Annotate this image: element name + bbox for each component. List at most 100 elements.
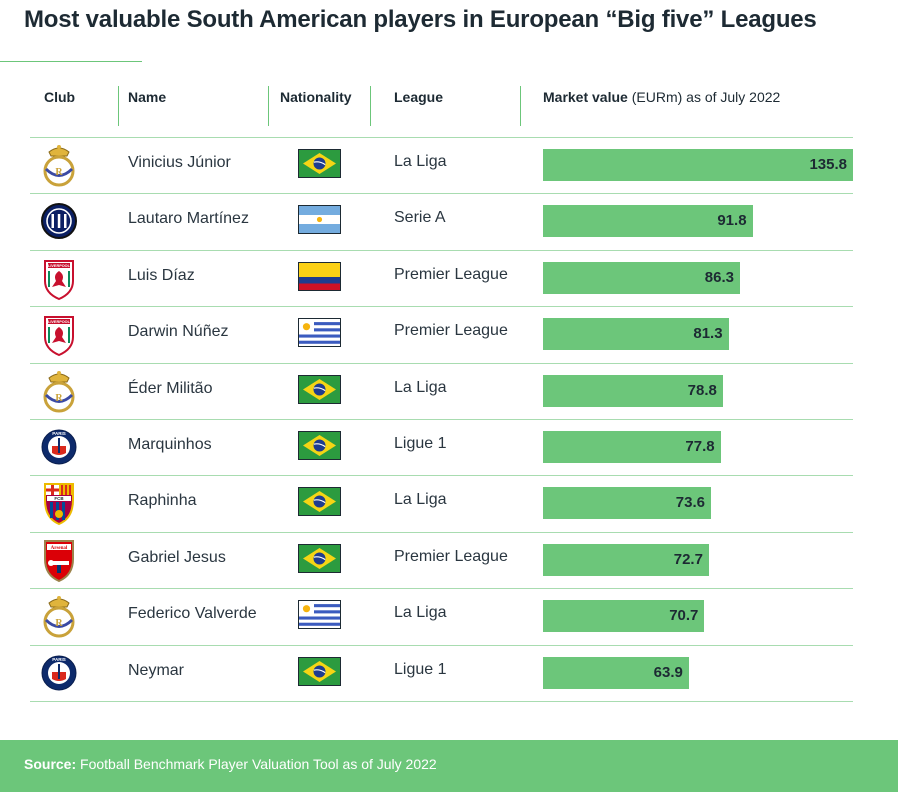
row-divider xyxy=(30,531,853,533)
svg-text:Arsenal: Arsenal xyxy=(51,546,68,551)
header-divider xyxy=(118,86,119,126)
league-name: Premier League xyxy=(394,547,508,565)
psg-crest-icon: PARIS xyxy=(40,650,78,696)
chart-title: Most valuable South American players in … xyxy=(24,6,817,33)
liverpool-crest-icon: LIVERPOOL xyxy=(40,255,78,301)
value-label: 91.8 xyxy=(717,212,747,230)
value-bar: 77.8 xyxy=(543,431,721,463)
table-row: R Federico Valverde La Liga 70.7 xyxy=(0,588,898,644)
real-madrid-crest-icon: R xyxy=(40,593,78,639)
value-bar: 72.7 xyxy=(543,543,709,576)
table-row: LIVERPOOL Darwin Núñez Premier League 81.3 xyxy=(0,306,898,362)
value-label: 77.8 xyxy=(685,438,715,455)
table-row: FCB Raphinha La Liga 73.6 xyxy=(0,475,898,531)
value-bar: 86.3 xyxy=(543,261,740,294)
source-text: Football Benchmark Player Valuation Tool… xyxy=(76,756,437,772)
player-name: Neymar xyxy=(128,661,185,679)
svg-text:FCB: FCB xyxy=(54,496,64,501)
player-name: Vinicius Júnior xyxy=(128,154,231,171)
row-divider xyxy=(30,644,853,646)
value-bar: 78.8 xyxy=(543,374,723,407)
table-row: PARIS Marquinhos Ligue 1 77.8 xyxy=(0,419,898,475)
brazil-flag-icon xyxy=(298,149,341,178)
league-name: Premier League xyxy=(394,265,508,283)
row-divider xyxy=(30,419,853,420)
header-divider xyxy=(370,86,371,126)
league-name: La Liga xyxy=(394,604,447,622)
psg-crest-icon: PARIS xyxy=(40,424,78,470)
value-label: 135.8 xyxy=(809,156,847,173)
inter-milan-crest-icon xyxy=(40,198,78,244)
value-bar: 81.3 xyxy=(543,318,729,351)
value-bar: 91.8 xyxy=(543,205,753,238)
player-name: Marquinhos xyxy=(128,436,212,453)
table-row: LIVERPOOL Luis Díaz Premier League 86.3 xyxy=(0,250,898,306)
player-name: Luis Díaz xyxy=(128,266,195,284)
player-name: Éder Militão xyxy=(128,379,213,397)
svg-text:PARIS: PARIS xyxy=(52,431,65,436)
value-label: 86.3 xyxy=(704,268,734,286)
value-label: 78.8 xyxy=(687,381,717,399)
liverpool-crest-icon: LIVERPOOL xyxy=(40,311,78,357)
player-name: Darwin Núñez xyxy=(128,323,229,341)
arsenal-crest-icon: Arsenal xyxy=(40,537,78,583)
value-label: 70.7 xyxy=(669,607,699,625)
brazil-flag-icon xyxy=(298,543,341,573)
header-club: Club xyxy=(44,89,76,105)
value-label: 81.3 xyxy=(693,325,723,343)
league-name: Premier League xyxy=(394,322,508,340)
value-label: 73.6 xyxy=(675,494,705,512)
real-madrid-crest-icon: R xyxy=(40,368,78,414)
player-name: Raphinha xyxy=(128,492,197,510)
row-divider xyxy=(30,137,853,138)
row-divider xyxy=(30,193,853,195)
value-label: 72.7 xyxy=(673,550,703,568)
row-divider xyxy=(30,362,853,364)
player-name: Gabriel Jesus xyxy=(128,548,226,566)
barcelona-crest-icon: FCB xyxy=(40,480,78,526)
header-market-value-unit: (EURm) as of July 2022 xyxy=(627,89,781,105)
uruguay-flag-icon xyxy=(298,600,341,630)
header-market-value: Market value (EURm) as of July 2022 xyxy=(543,89,780,105)
svg-text:PARIS: PARIS xyxy=(52,657,65,662)
svg-text:LIVERPOOL: LIVERPOOL xyxy=(48,264,71,268)
player-name: Federico Valverde xyxy=(128,605,257,623)
league-name: La Liga xyxy=(394,153,447,170)
league-name: Ligue 1 xyxy=(394,435,447,452)
brazil-flag-icon xyxy=(298,656,341,686)
value-label: 63.9 xyxy=(653,663,683,681)
source-footer: Source: Football Benchmark Player Valuat… xyxy=(0,740,898,792)
table-row: Arsenal Gabriel Jesus Premier League 72.7 xyxy=(0,532,898,588)
argentina-flag-icon xyxy=(298,205,341,235)
real-madrid-crest-icon: R xyxy=(40,142,78,188)
value-bar: 63.9 xyxy=(543,656,689,689)
source-label: Source: xyxy=(24,756,77,772)
header-nationality: Nationality xyxy=(280,89,352,105)
table-row: R Éder Militão La Liga 78.8 xyxy=(0,363,898,419)
header-name: Name xyxy=(128,89,167,105)
player-name: Lautaro Martínez xyxy=(128,210,249,228)
uruguay-flag-icon xyxy=(298,318,341,348)
colombia-flag-icon xyxy=(298,261,341,291)
brazil-flag-icon xyxy=(298,487,341,517)
value-bar: 73.6 xyxy=(543,487,711,520)
value-bar: 70.7 xyxy=(543,600,705,633)
table-row: Lautaro Martínez Serie A 91.8 xyxy=(0,193,898,249)
table-row: R Vinicius Júnior La Liga 135.8 xyxy=(0,137,898,193)
svg-text:R: R xyxy=(55,167,63,178)
header-divider xyxy=(268,86,269,126)
title-underline xyxy=(0,61,142,62)
header-market-value-label: Market value xyxy=(543,89,628,105)
brazil-flag-icon xyxy=(298,374,341,404)
brazil-flag-icon xyxy=(298,431,341,460)
league-name: Ligue 1 xyxy=(394,660,447,678)
league-name: La Liga xyxy=(394,378,447,396)
row-divider xyxy=(30,701,853,702)
league-name: La Liga xyxy=(394,491,447,509)
league-name: Serie A xyxy=(394,209,446,227)
svg-text:R: R xyxy=(55,393,63,404)
row-divider xyxy=(30,249,853,251)
row-divider xyxy=(30,306,853,308)
row-divider xyxy=(30,588,853,590)
header-league: League xyxy=(394,89,444,105)
